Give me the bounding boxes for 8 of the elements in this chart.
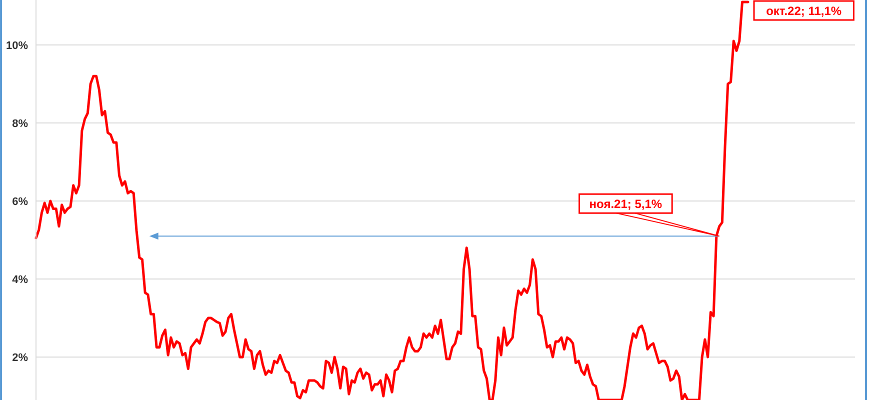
y-tick-label: 4% <box>12 274 28 286</box>
y-tick-label: 8% <box>12 118 28 130</box>
text: окт.22; 11,1% <box>766 4 842 18</box>
annotation: ноя.21; 5,1% <box>589 197 662 212</box>
y-tick-label: 2% <box>12 352 28 364</box>
y-tick-label: 6% <box>12 196 28 208</box>
line-series <box>34 0 750 400</box>
y-tick-label: 10% <box>6 40 28 52</box>
